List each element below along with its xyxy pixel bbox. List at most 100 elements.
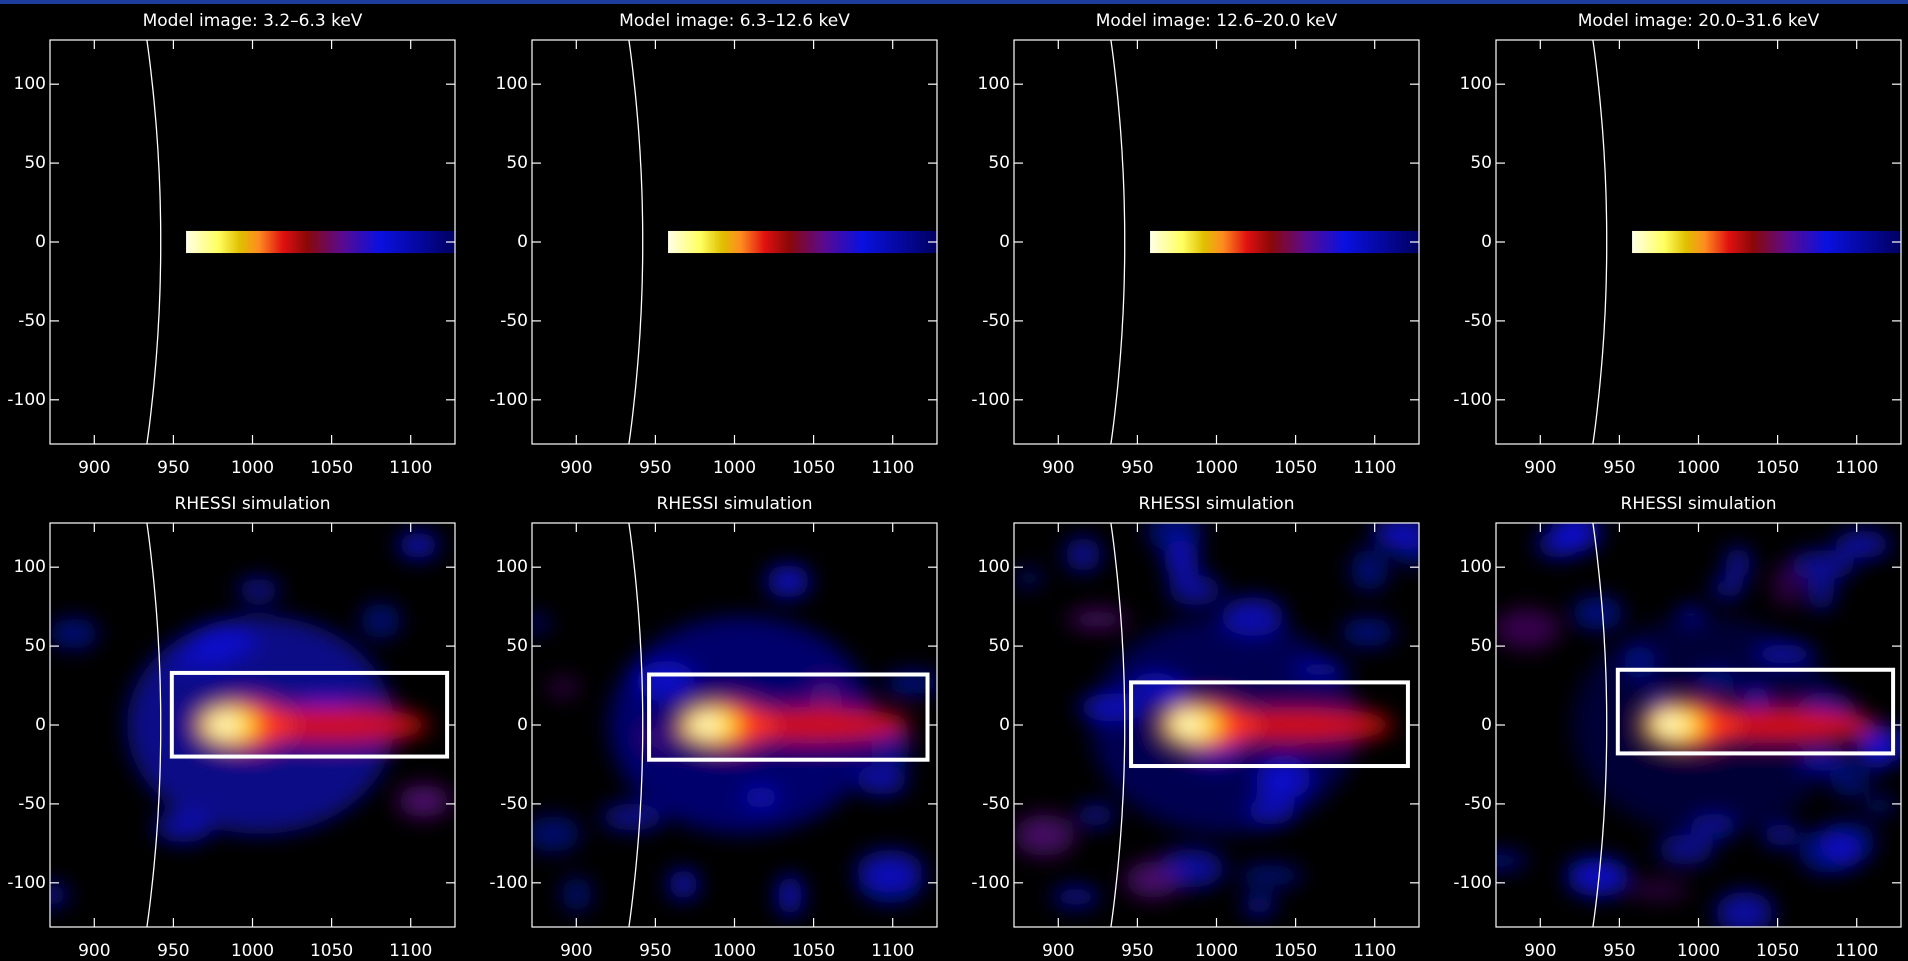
y-tick-label: 50 [506, 636, 528, 656]
x-tick-label: 900 [78, 941, 110, 961]
panel-title: RHESSI simulation [657, 494, 813, 514]
panel-title: Model image: 6.3–12.6 keV [619, 11, 850, 31]
noise-blob [1014, 814, 1075, 857]
noise-blob [1677, 605, 1704, 624]
noise-blob [1863, 796, 1896, 816]
x-tick-label: 1000 [713, 458, 756, 478]
x-tick-label: 950 [639, 941, 671, 961]
y-tick-label: 100 [978, 74, 1010, 94]
plot-area [50, 523, 455, 927]
x-tick-label: 1050 [1274, 458, 1317, 478]
noise-blob [1147, 523, 1203, 553]
plot-area [532, 40, 937, 444]
noise-blob [871, 732, 911, 766]
y-tick-label: 100 [14, 557, 46, 577]
noise-blob [398, 532, 439, 558]
noise-blob [190, 626, 257, 658]
plot-area [532, 523, 937, 927]
y-tick-label: 100 [496, 74, 528, 94]
noise-blob [1629, 881, 1689, 899]
y-tick-label: -100 [489, 390, 528, 410]
x-tick-label: 1050 [1756, 941, 1799, 961]
noise-blob [1168, 574, 1222, 606]
x-tick-label: 950 [157, 458, 189, 478]
noise-blob [532, 615, 550, 632]
fov-box [1129, 680, 1410, 769]
limb [1110, 523, 1126, 927]
y-tick-label: 100 [1460, 74, 1492, 94]
panel-title: Model image: 20.0–31.6 keV [1578, 11, 1820, 31]
noise-blob [1743, 685, 1770, 707]
y-tick-label: 0 [1481, 232, 1492, 252]
noise-blob [50, 884, 69, 906]
noise-blob [1496, 852, 1528, 870]
noise-blob [1772, 564, 1803, 607]
x-tick-label: 1100 [1353, 458, 1396, 478]
limb [628, 523, 644, 927]
noise-blob [636, 660, 696, 702]
noise-blob [777, 874, 803, 917]
noise-blob [1762, 823, 1800, 847]
noise-blob [1078, 693, 1147, 722]
core-white [691, 714, 721, 736]
noise-blob [1220, 596, 1285, 637]
panel-title: RHESSI simulation [1621, 494, 1777, 514]
noise-blob [809, 681, 843, 707]
x-tick-label: 950 [1121, 458, 1153, 478]
y-tick-label: 0 [35, 232, 46, 252]
x-tick-label: 1050 [310, 458, 353, 478]
x-tick-label: 900 [560, 458, 592, 478]
y-tick-label: 0 [517, 715, 528, 735]
noise-blob [855, 849, 924, 893]
noise-blob [561, 876, 592, 912]
noise-blob [766, 564, 811, 598]
core-white [1655, 714, 1685, 736]
x-tick-label: 1100 [1835, 458, 1878, 478]
plot-area [50, 40, 455, 444]
x-tick-label: 950 [1603, 458, 1635, 478]
noise-blob [1350, 548, 1389, 591]
noise-blob [884, 671, 937, 695]
panel-title: RHESSI simulation [175, 494, 331, 514]
noise-blob [1340, 618, 1395, 647]
limb [1592, 40, 1608, 444]
core-white [1173, 714, 1203, 736]
noise-blob [1132, 672, 1178, 703]
limb [628, 40, 644, 444]
x-tick-label: 950 [157, 941, 189, 961]
y-tick-label: 0 [517, 232, 528, 252]
y-tick-label: 0 [999, 715, 1010, 735]
y-tick-label: -50 [18, 794, 46, 814]
x-tick-label: 1050 [1756, 458, 1799, 478]
y-tick-label: -100 [7, 873, 46, 893]
y-tick-label: 100 [978, 557, 1010, 577]
noise-blob [1015, 568, 1043, 588]
y-tick-label: 50 [1470, 153, 1492, 173]
noise-blob [1292, 661, 1350, 678]
source [186, 230, 455, 254]
noise-blob [1255, 758, 1312, 800]
x-tick-label: 1000 [713, 941, 756, 961]
noise-blob [1829, 770, 1871, 797]
source [1150, 230, 1419, 254]
noise-blob [1496, 608, 1560, 650]
x-tick-label: 900 [1524, 941, 1556, 961]
x-tick-label: 1100 [871, 941, 914, 961]
emission [1014, 523, 1419, 915]
limb [146, 40, 162, 444]
x-tick-label: 1000 [1195, 458, 1238, 478]
x-tick-label: 900 [560, 941, 592, 961]
noise-blob [1693, 669, 1740, 690]
limb [1592, 523, 1608, 927]
noise-blob [1710, 578, 1744, 598]
x-tick-label: 900 [78, 458, 110, 478]
y-tick-label: -100 [489, 873, 528, 893]
x-tick-label: 1000 [1677, 941, 1720, 961]
noise-blob [397, 785, 451, 818]
